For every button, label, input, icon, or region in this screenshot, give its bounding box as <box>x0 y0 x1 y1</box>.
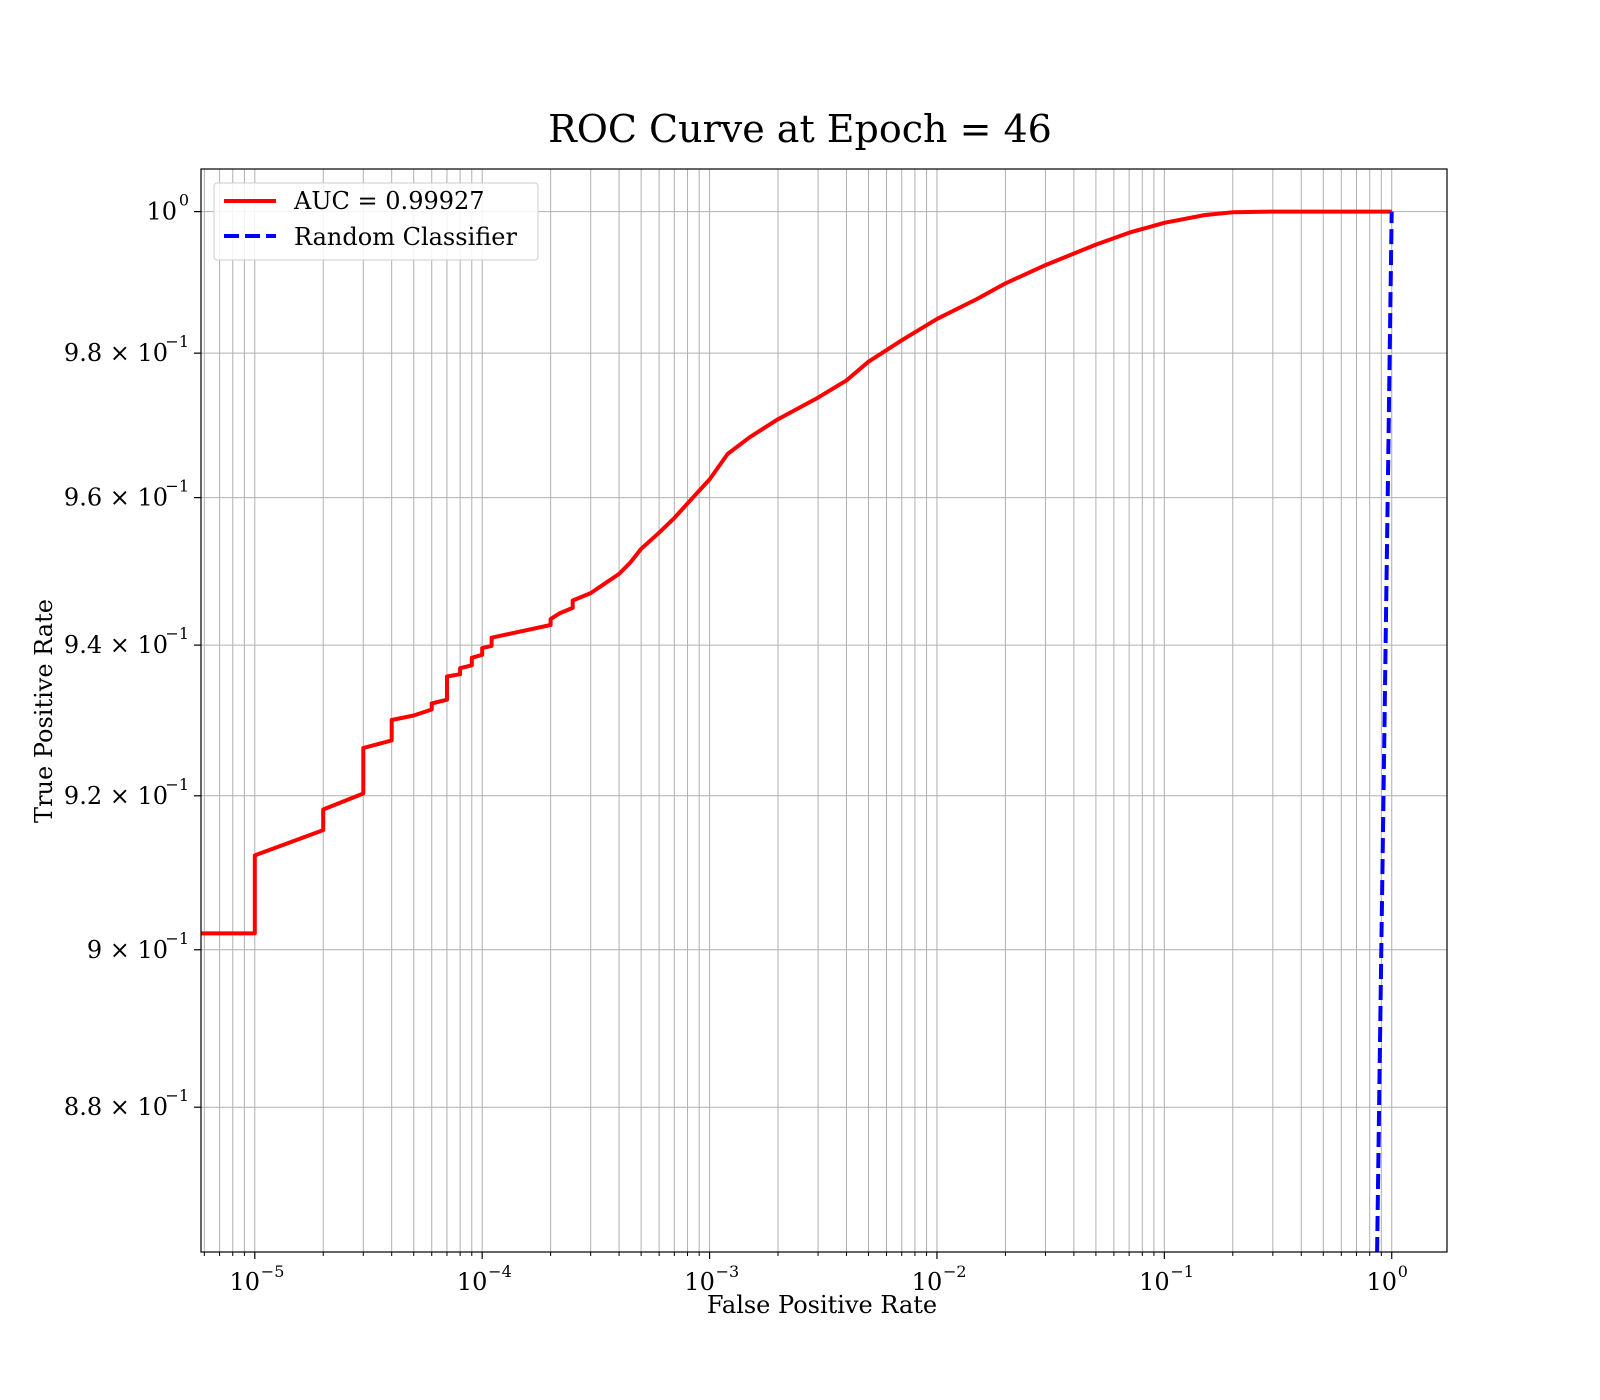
x-tick-exponent: −3 <box>716 1262 740 1281</box>
x-tick-label: 10 <box>684 1268 715 1296</box>
x-tick-label: 10 <box>1139 1268 1170 1296</box>
series-line-0 <box>201 209 1392 936</box>
y-tick-label: 10 <box>146 198 177 226</box>
x-tick-exponent: −1 <box>1170 1262 1194 1281</box>
y-tick-label: 9 × 10 <box>87 936 168 964</box>
y-tick-exponent: −1 <box>165 624 189 643</box>
y-tick-exponent: −1 <box>165 775 189 794</box>
x-tick-label: 10 <box>457 1268 488 1296</box>
legend-box <box>213 182 539 261</box>
y-tick-label: 9.2 × 10 <box>64 782 168 810</box>
plot-frame <box>200 168 1448 1253</box>
y-tick-exponent: 0 <box>179 191 189 210</box>
chart-title: ROC Curve at Epoch = 46 <box>548 107 1052 151</box>
y-tick-exponent: −1 <box>165 477 189 496</box>
y-tick-exponent: −1 <box>165 929 189 948</box>
y-tick-exponent: −1 <box>165 1086 189 1105</box>
grid-lines <box>201 169 1447 1252</box>
x-tick-label: 10 <box>230 1268 261 1296</box>
x-axis-label: False Positive Rate <box>707 1291 937 1319</box>
y-tick-label: 8.8 × 10 <box>64 1093 168 1121</box>
y-tick-label: 9.8 × 10 <box>64 339 168 367</box>
y-tick-label: 9.4 × 10 <box>64 631 168 659</box>
legend-label-random: Random Classifier <box>294 223 517 251</box>
legend-label-auc: AUC = 0.99927 <box>293 187 485 215</box>
x-tick-exponent: −2 <box>943 1262 967 1281</box>
y-tick-label: 9.6 × 10 <box>64 484 168 512</box>
x-tick-exponent: −4 <box>488 1262 512 1281</box>
x-tick-label: 10 <box>912 1268 943 1296</box>
x-tick-exponent: 0 <box>1398 1262 1408 1281</box>
y-tick-exponent: −1 <box>165 332 189 351</box>
x-tick-label: 10 <box>1366 1268 1397 1296</box>
x-tick-exponent: −5 <box>261 1262 285 1281</box>
y-axis-label: True Positive Rate <box>30 599 58 823</box>
series-line-1 <box>1375 211 1394 1253</box>
series-lines <box>201 209 1394 1253</box>
legend: AUC = 0.99927 Random Classifier <box>213 182 539 261</box>
